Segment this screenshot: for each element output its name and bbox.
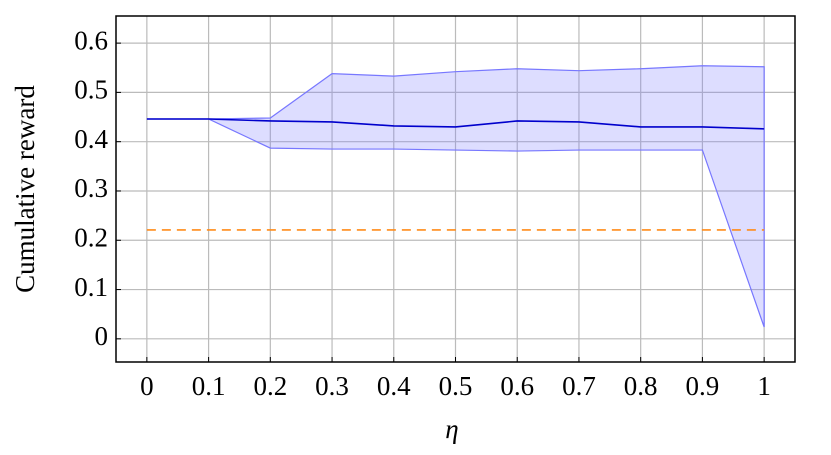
y-tick-label: 0 bbox=[95, 321, 109, 351]
x-tick-label: 0.3 bbox=[315, 371, 349, 401]
x-tick-label: 0.1 bbox=[192, 371, 226, 401]
x-tick-label: 0.9 bbox=[686, 371, 720, 401]
y-tick-label: 0.6 bbox=[74, 25, 108, 55]
y-axis-label: Cumulative reward bbox=[10, 85, 40, 293]
y-tick-label: 0.3 bbox=[74, 173, 108, 203]
x-axis-label: η bbox=[445, 414, 458, 444]
line-series bbox=[146, 118, 765, 130]
y-tick-label: 0.4 bbox=[74, 124, 108, 154]
x-tick-label: 0.5 bbox=[439, 371, 473, 401]
x-tick-label: 0 bbox=[140, 371, 154, 401]
plot-frame bbox=[115, 15, 796, 363]
x-tick-label: 0.7 bbox=[562, 371, 596, 401]
y-tick-label: 0.1 bbox=[74, 272, 108, 302]
x-tick-label: 0.4 bbox=[377, 371, 411, 401]
x-tick-label: 0.6 bbox=[500, 371, 534, 401]
confidence-band bbox=[146, 65, 765, 328]
x-tick-label: 0.2 bbox=[253, 371, 287, 401]
y-tick-label: 0.2 bbox=[74, 222, 108, 252]
x-tick-label: 0.8 bbox=[624, 371, 658, 401]
y-tick-label: 0.5 bbox=[74, 75, 108, 105]
x-tick-label: 1 bbox=[757, 371, 771, 401]
